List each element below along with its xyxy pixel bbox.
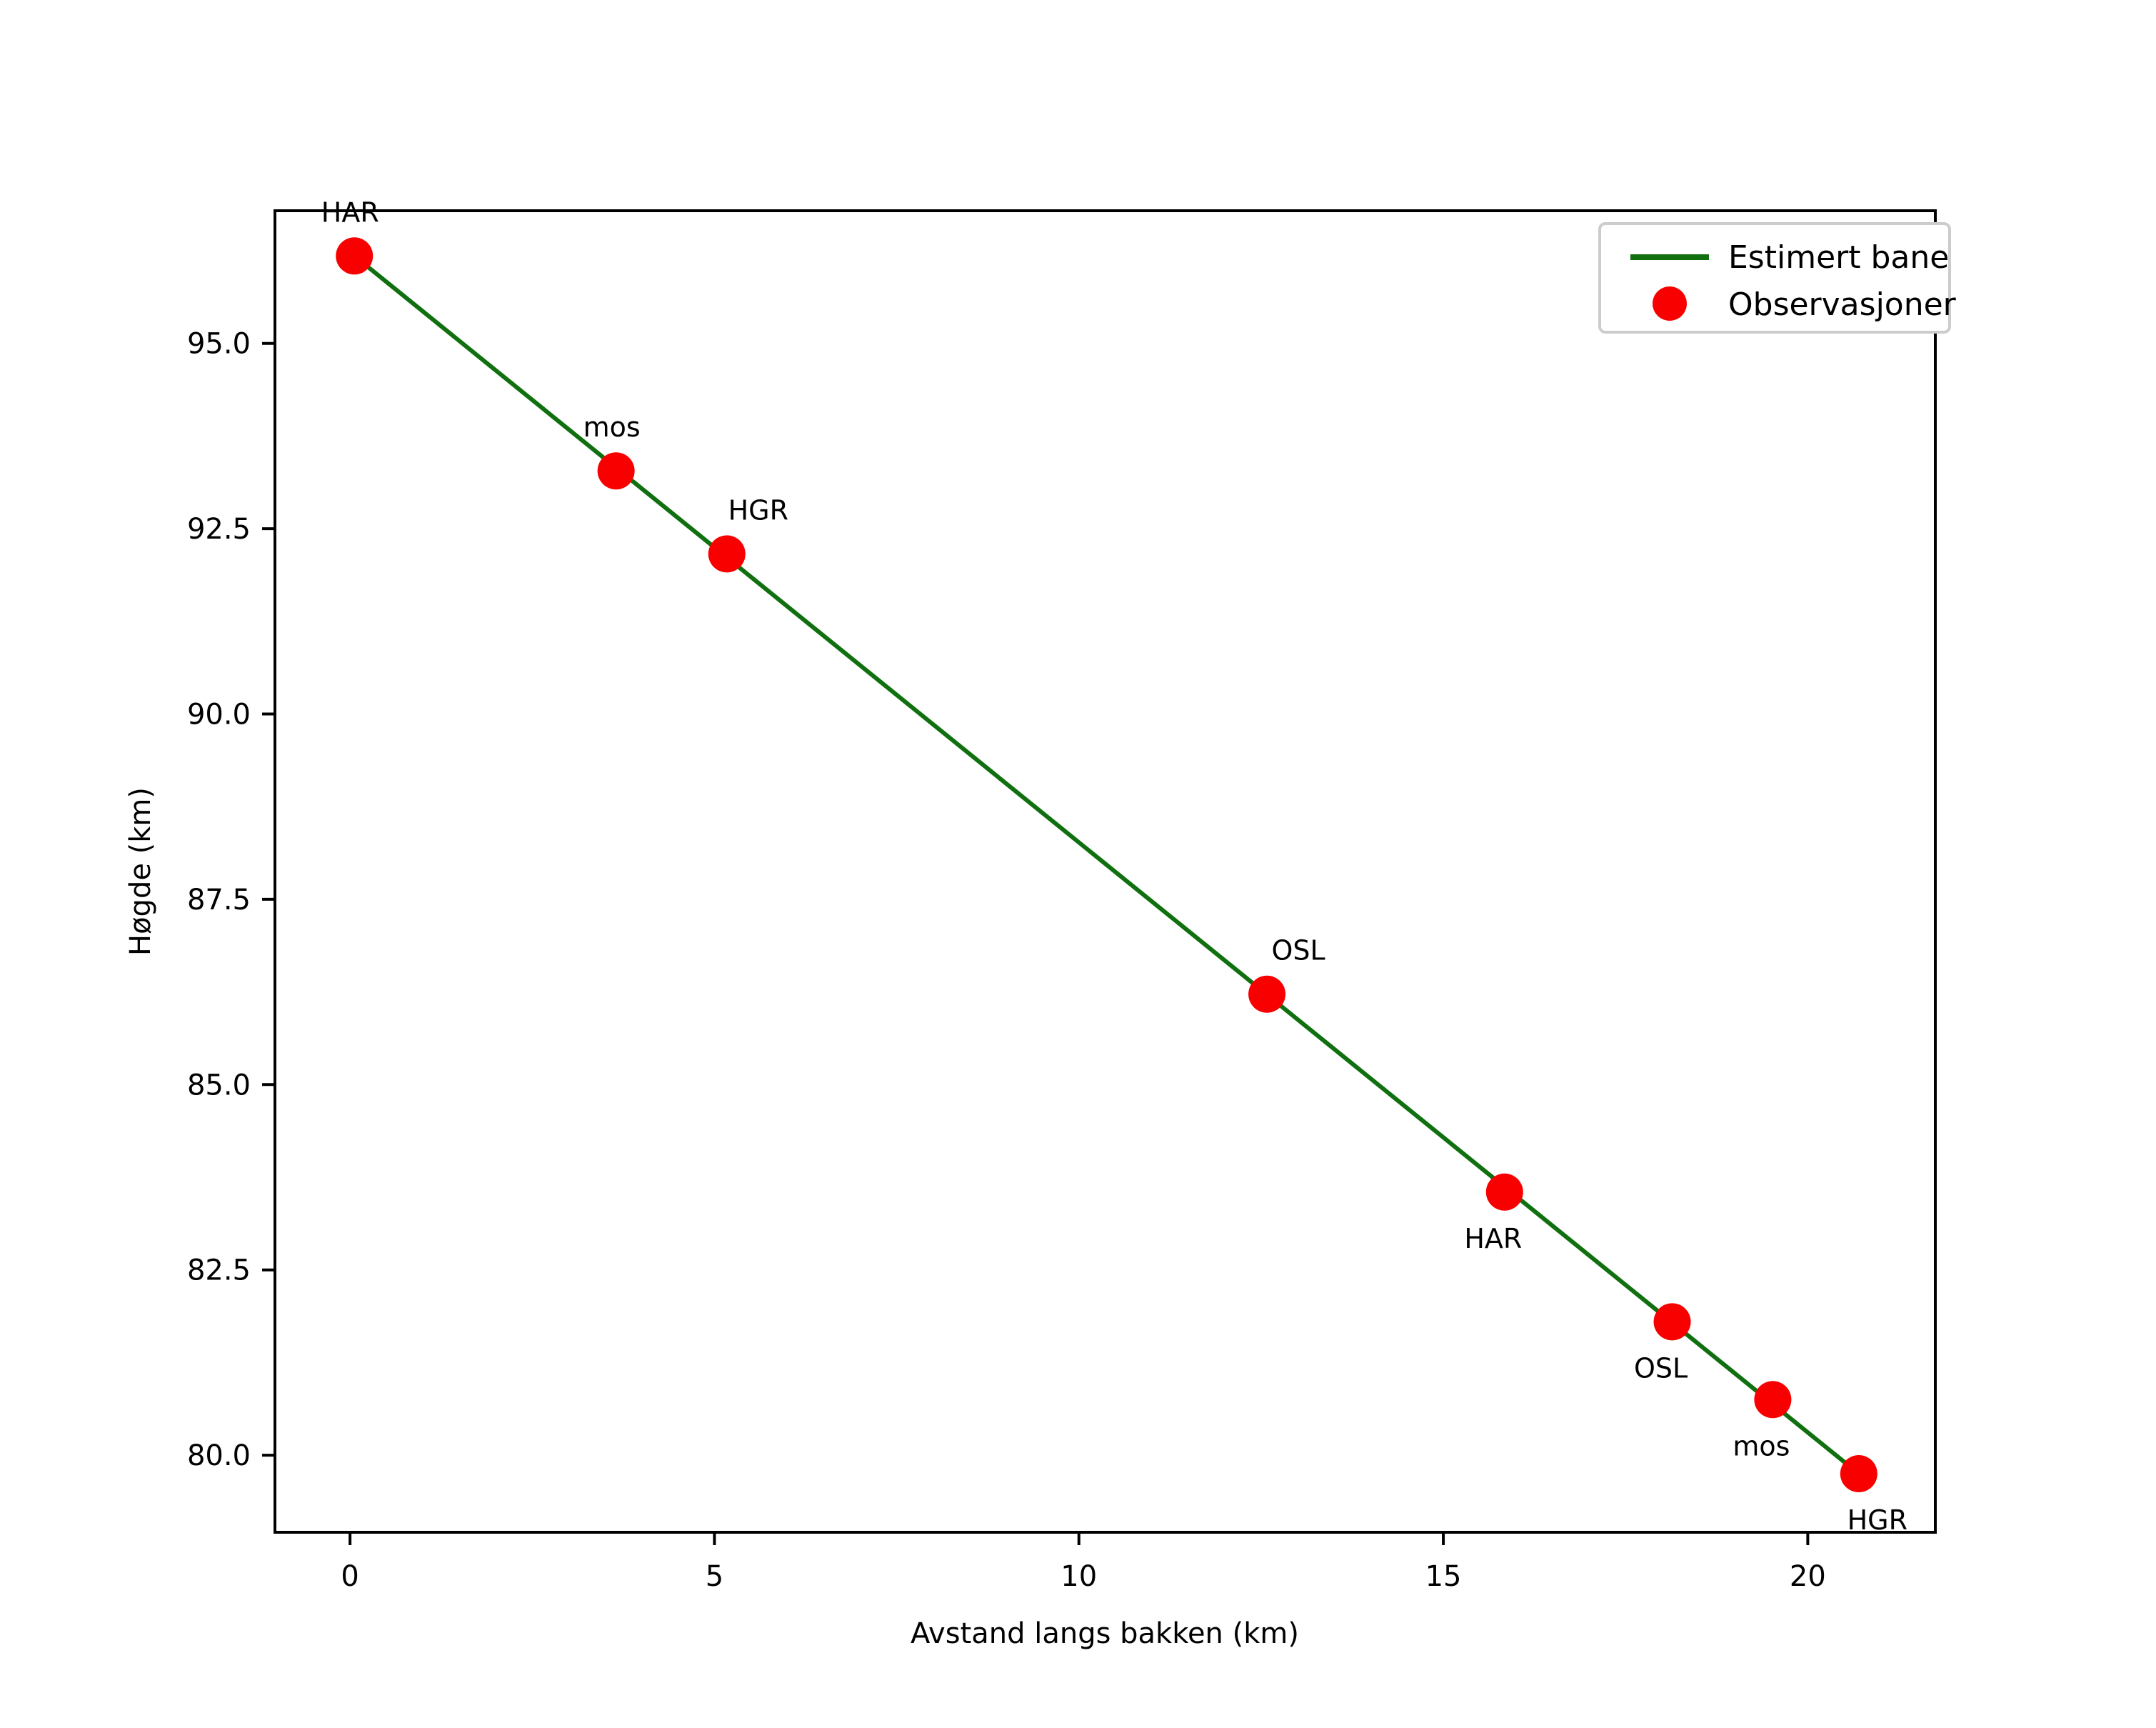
observation-marker	[1485, 1173, 1523, 1211]
observation-label: HAR	[321, 196, 379, 228]
x-tick-label: 10	[1061, 1560, 1097, 1593]
y-tick-label: 92.5	[187, 513, 251, 546]
x-tick-label: 0	[341, 1560, 359, 1593]
legend-label-observations: Observasjoner	[1728, 286, 1957, 323]
observation-marker	[336, 237, 373, 275]
observation-label: OSL	[1634, 1352, 1688, 1384]
observation-label: HGR	[1847, 1504, 1907, 1536]
y-tick-label: 90.0	[187, 699, 251, 731]
observation-marker	[1248, 975, 1286, 1013]
chart-legend: Estimert bane Observasjoner	[1598, 222, 1957, 334]
observation-label: HAR	[1464, 1223, 1522, 1254]
observation-marker	[597, 452, 635, 490]
observation-point-labels: HAR mos HGR OSL HAR OSL mos HGR	[321, 196, 1907, 1536]
observation-marker	[708, 535, 746, 573]
legend-dot-swatch	[1653, 286, 1687, 321]
y-tick-label: 80.0	[187, 1439, 251, 1472]
y-tick-label: 82.5	[187, 1254, 251, 1287]
observation-marker	[1653, 1303, 1691, 1341]
observation-marker	[1840, 1455, 1877, 1493]
observation-label: HGR	[728, 494, 788, 526]
x-axis-ticks: 0 5 10 15 20	[341, 1532, 1826, 1593]
legend-label-estimated-track: Estimert bane	[1728, 239, 1949, 276]
legend-background	[1598, 222, 1951, 334]
y-axis-ticks: 80.0 82.5 85.0 87.5 90.0 92.5 95.0	[187, 328, 275, 1472]
observation-label: mos	[583, 411, 641, 443]
observation-label: OSL	[1271, 935, 1325, 967]
y-axis-title: Høgde (km)	[124, 787, 157, 956]
y-tick-label: 87.5	[187, 884, 251, 917]
observation-points	[336, 237, 1877, 1493]
x-tick-label: 15	[1425, 1560, 1462, 1593]
x-axis-title: Avstand langs bakken (km)	[911, 1617, 1299, 1650]
observation-marker	[1754, 1381, 1792, 1419]
observation-label: mos	[1733, 1430, 1790, 1462]
x-tick-label: 5	[706, 1560, 723, 1593]
x-tick-label: 20	[1790, 1560, 1826, 1593]
y-tick-label: 85.0	[187, 1069, 251, 1102]
y-tick-label: 95.0	[187, 328, 251, 361]
